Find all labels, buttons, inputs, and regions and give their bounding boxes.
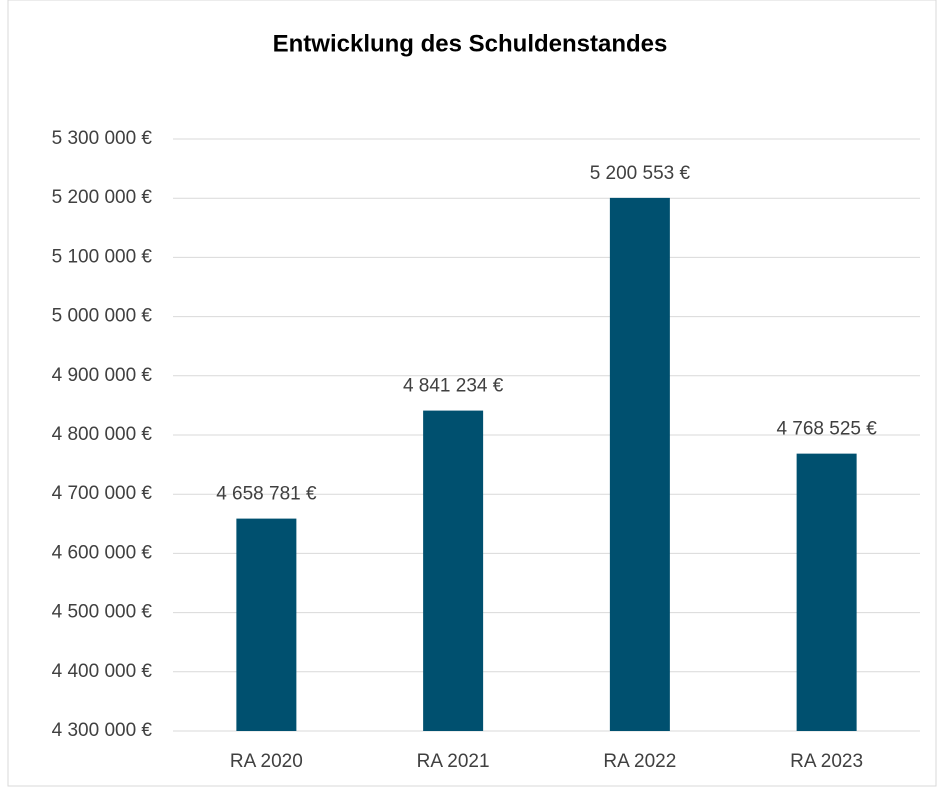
y-tick-label: 4 700 000 € [52,483,153,504]
y-tick-label: 5 300 000 € [52,128,153,149]
data-label: 4 658 781 € [216,484,317,505]
y-tick-label: 4 600 000 € [52,542,153,563]
data-label: 4 841 234 € [403,376,504,397]
y-tick-label: 4 300 000 € [52,720,153,741]
x-tick-label: RA 2020 [230,751,303,772]
y-tick-label: 4 500 000 € [52,602,153,623]
y-tick-label: 4 400 000 € [52,661,153,682]
bar [236,518,297,731]
x-tick-label: RA 2022 [603,751,676,772]
bar [423,410,484,731]
x-tick-label: RA 2023 [790,751,863,772]
chart-title: Entwicklung des Schuldenstandes [273,30,668,57]
y-tick-label: 5 000 000 € [52,306,153,327]
chart-border [7,0,937,787]
y-tick-label: 5 200 000 € [52,187,153,208]
bar [796,453,857,731]
y-tick-label: 4 800 000 € [52,424,153,445]
y-tick-label: 4 900 000 € [52,365,153,386]
data-label: 5 200 553 € [590,163,691,184]
bar [609,197,670,731]
y-tick-label: 5 100 000 € [52,246,153,267]
x-tick-label: RA 2021 [417,751,490,772]
data-label: 4 768 525 € [776,419,877,440]
